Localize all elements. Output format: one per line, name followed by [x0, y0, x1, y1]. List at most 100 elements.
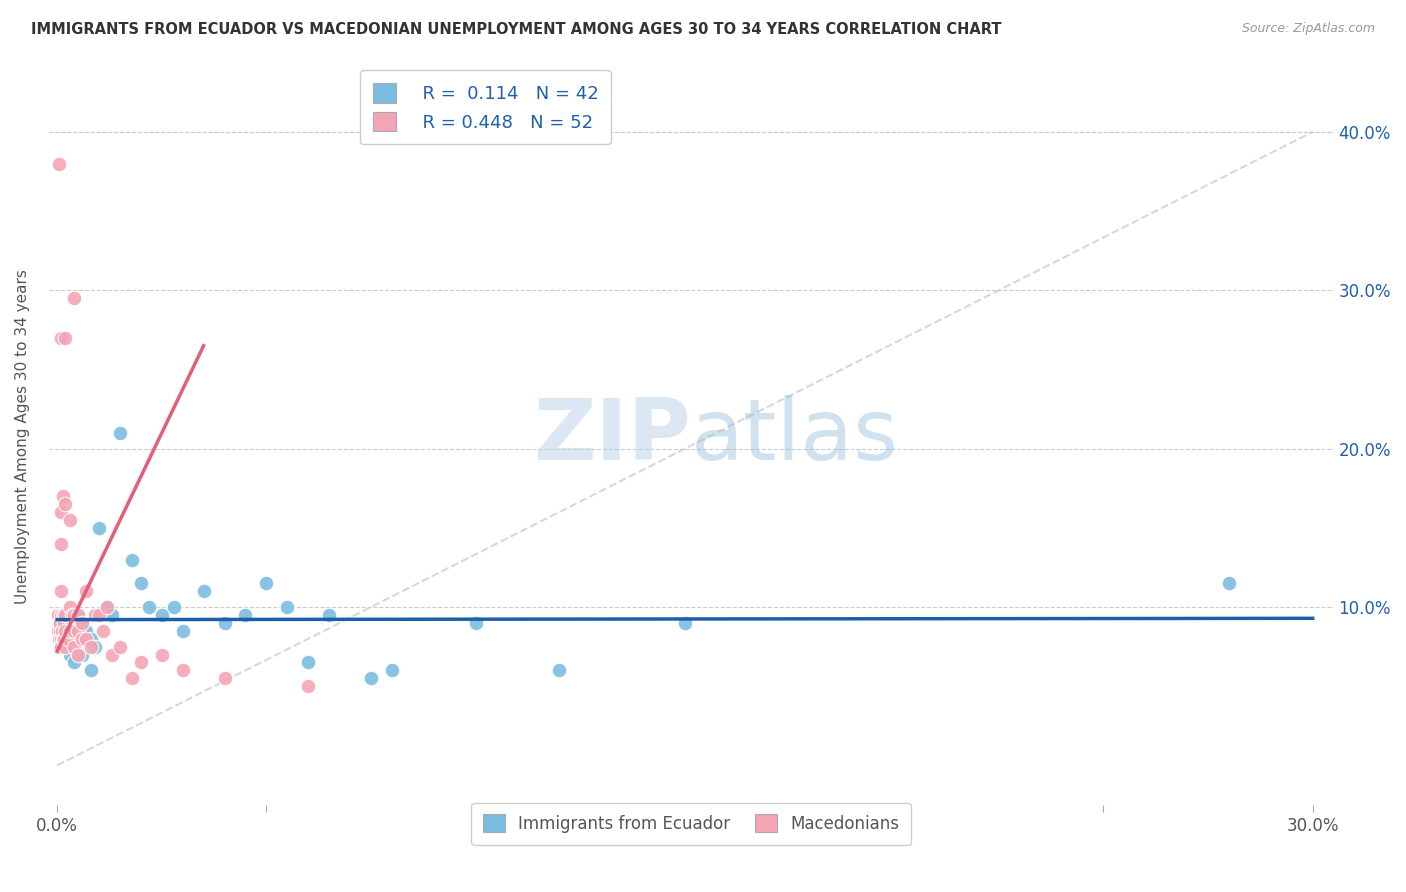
Point — [464, 615, 486, 630]
Point — [96, 600, 118, 615]
Point — [59, 600, 82, 615]
Text: Source: ZipAtlas.com: Source: ZipAtlas.com — [1241, 22, 1375, 36]
Point — [138, 600, 160, 615]
Point — [56, 632, 79, 646]
Point — [67, 648, 90, 662]
Point — [83, 640, 105, 654]
Point — [63, 607, 86, 622]
Point — [52, 632, 75, 646]
Point — [129, 576, 152, 591]
Point — [52, 489, 75, 503]
Point — [67, 607, 90, 622]
Point — [235, 607, 257, 622]
Point — [108, 425, 131, 440]
Point — [55, 331, 77, 345]
Point — [63, 291, 86, 305]
Point — [51, 505, 73, 519]
Point — [63, 656, 86, 670]
Point — [51, 331, 73, 345]
Point — [52, 607, 75, 622]
Point — [79, 632, 101, 646]
Point — [360, 671, 382, 685]
Point — [67, 624, 90, 638]
Point — [59, 607, 82, 622]
Point — [381, 664, 404, 678]
Point — [87, 607, 110, 622]
Point — [60, 607, 83, 622]
Point — [49, 624, 72, 638]
Point — [214, 671, 236, 685]
Point — [59, 624, 82, 638]
Point — [91, 624, 114, 638]
Point — [163, 600, 186, 615]
Point — [51, 624, 73, 638]
Point — [100, 648, 122, 662]
Point — [70, 615, 93, 630]
Point — [75, 624, 97, 638]
Point — [46, 624, 69, 638]
Point — [55, 497, 77, 511]
Point — [70, 632, 93, 646]
Point — [48, 607, 70, 622]
Point — [150, 607, 173, 622]
Point — [108, 640, 131, 654]
Point — [318, 607, 340, 622]
Y-axis label: Unemployment Among Ages 30 to 34 years: Unemployment Among Ages 30 to 34 years — [15, 269, 30, 604]
Point — [52, 615, 75, 630]
Point — [51, 615, 73, 630]
Text: IMMIGRANTS FROM ECUADOR VS MACEDONIAN UNEMPLOYMENT AMONG AGES 30 TO 34 YEARS COR: IMMIGRANTS FROM ECUADOR VS MACEDONIAN UN… — [31, 22, 1001, 37]
Point — [51, 607, 73, 622]
Point — [172, 624, 194, 638]
Point — [59, 648, 82, 662]
Point — [51, 632, 73, 646]
Point — [1218, 576, 1240, 591]
Point — [75, 632, 97, 646]
Point — [48, 615, 70, 630]
Point — [276, 600, 298, 615]
Point — [75, 584, 97, 599]
Point — [55, 640, 77, 654]
Point — [79, 664, 101, 678]
Point — [67, 624, 90, 638]
Point — [121, 671, 143, 685]
Point — [48, 640, 70, 654]
Point — [96, 600, 118, 615]
Point — [63, 640, 86, 654]
Point — [63, 624, 86, 638]
Point — [297, 656, 319, 670]
Point — [49, 615, 72, 630]
Point — [56, 624, 79, 638]
Legend: Immigrants from Ecuador, Macedonians: Immigrants from Ecuador, Macedonians — [471, 803, 911, 845]
Point — [51, 607, 73, 622]
Point — [67, 607, 90, 622]
Point — [150, 648, 173, 662]
Point — [87, 521, 110, 535]
Point — [193, 584, 215, 599]
Point — [48, 156, 70, 170]
Point — [55, 624, 77, 638]
Point — [59, 513, 82, 527]
Point — [79, 640, 101, 654]
Point — [70, 648, 93, 662]
Point — [48, 632, 70, 646]
Point — [55, 607, 77, 622]
Point — [254, 576, 277, 591]
Point — [548, 664, 571, 678]
Point — [100, 607, 122, 622]
Point — [55, 615, 77, 630]
Text: atlas: atlas — [692, 395, 900, 478]
Point — [51, 537, 73, 551]
Point — [53, 632, 76, 646]
Text: ZIP: ZIP — [533, 395, 692, 478]
Point — [53, 607, 76, 622]
Point — [51, 640, 73, 654]
Point — [70, 615, 93, 630]
Point — [129, 656, 152, 670]
Point — [121, 552, 143, 566]
Point — [63, 632, 86, 646]
Point — [172, 664, 194, 678]
Point — [673, 615, 696, 630]
Point — [55, 640, 77, 654]
Point — [214, 615, 236, 630]
Point — [297, 679, 319, 693]
